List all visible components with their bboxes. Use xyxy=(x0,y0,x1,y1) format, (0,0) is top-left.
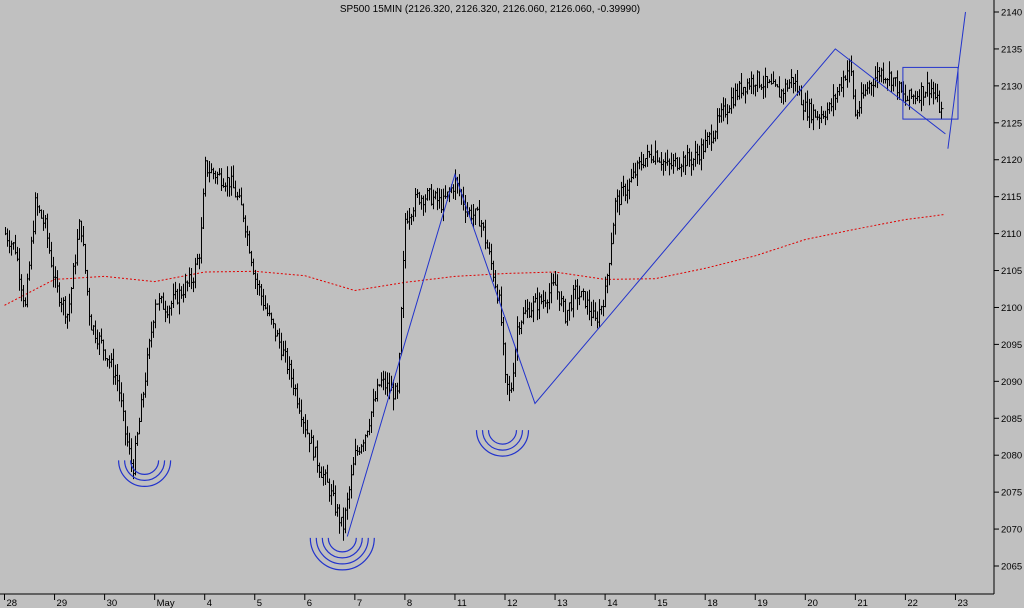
price-bars-layer xyxy=(5,55,944,541)
x-tick-label: 18 xyxy=(707,598,718,608)
y-tick-label: 2085 xyxy=(1001,414,1022,425)
y-axis: 2065 2070 2075 2080 2085 2090 2095 2100 2105 2110… xyxy=(993,0,1022,594)
bottom-arc xyxy=(487,430,518,445)
x-tick-label: May xyxy=(157,598,175,608)
y-tick-label: 2115 xyxy=(1001,192,1021,203)
y-tick-label: 2070 xyxy=(1001,525,1022,536)
bottom-arc xyxy=(481,430,524,451)
x-tick-label: 29 xyxy=(57,598,68,608)
x-tick-label: 6 xyxy=(307,598,312,608)
y-tick-label: 2110 xyxy=(1001,229,1021,240)
bottom-arc xyxy=(130,460,160,475)
x-tick-label: 12 xyxy=(507,598,518,608)
y-tick-label: 2095 xyxy=(1001,340,1022,351)
bottom-arc xyxy=(124,460,166,481)
x-tick-label: 22 xyxy=(907,598,918,608)
moving-average-layer xyxy=(4,213,946,306)
y-tick-label: 2125 xyxy=(1001,118,1022,129)
x-tick-label: 14 xyxy=(607,598,618,608)
y-tick-label: 2080 xyxy=(1001,451,1022,462)
bottom-arc xyxy=(321,537,363,559)
x-tick-label: 21 xyxy=(857,598,868,608)
y-tick-label: 2120 xyxy=(1001,155,1022,166)
y-tick-label: 2075 xyxy=(1001,488,1022,499)
x-tick-label: 20 xyxy=(807,598,818,608)
y-tick-label: 2105 xyxy=(1001,266,1022,277)
x-tick-label: 13 xyxy=(557,598,568,608)
y-tick-label: 2130 xyxy=(1001,81,1022,92)
x-tick-label: 23 xyxy=(957,598,968,608)
x-tick-label: 5 xyxy=(257,598,262,608)
x-tick-label: 8 xyxy=(407,598,412,608)
x-tick-label: 30 xyxy=(107,598,118,608)
y-tick-label: 2065 xyxy=(1001,562,1022,573)
bottom-arc xyxy=(118,460,172,487)
x-tick-label: 19 xyxy=(757,598,768,608)
x-tick-label: 7 xyxy=(357,598,362,608)
trend-line xyxy=(947,11,966,149)
y-tick-label: 2140 xyxy=(1001,8,1022,19)
x-tick-label: 11 xyxy=(457,598,467,608)
moving-average-line xyxy=(4,213,946,306)
y-tick-label: 2135 xyxy=(1001,44,1022,55)
y-tick-label: 2100 xyxy=(1001,303,1022,314)
bottom-arc xyxy=(315,537,369,565)
bottom-arc xyxy=(327,537,357,553)
bottom-arc xyxy=(475,430,530,457)
trend-line xyxy=(346,48,946,537)
y-tick-label: 2090 xyxy=(1001,377,1022,388)
x-tick-label: 28 xyxy=(7,598,18,608)
annotation-layer xyxy=(118,11,966,571)
x-axis: 28 29 30 May 4 5 6 7 8 11 12 13 14 15 18 19 20 21 22 23 xyxy=(0,593,994,608)
x-tick-label: 15 xyxy=(657,598,668,608)
consolidation-box xyxy=(902,66,959,120)
bottom-arc xyxy=(309,537,375,571)
x-tick-label: 4 xyxy=(207,598,212,608)
chart-title: SP500 15MIN (2126.320, 2126.320, 2126.06… xyxy=(340,4,640,15)
